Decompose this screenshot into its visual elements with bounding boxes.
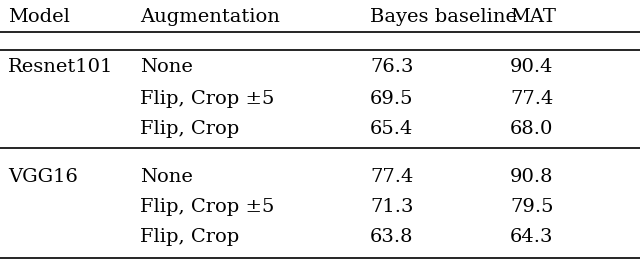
- Text: Flip, Crop: Flip, Crop: [140, 120, 239, 138]
- Text: None: None: [140, 58, 193, 76]
- Text: 63.8: 63.8: [370, 228, 413, 246]
- Text: 77.4: 77.4: [510, 90, 554, 108]
- Text: Model: Model: [8, 8, 70, 26]
- Text: 90.8: 90.8: [510, 168, 554, 186]
- Text: Flip, Crop: Flip, Crop: [140, 228, 239, 246]
- Text: 90.4: 90.4: [510, 58, 554, 76]
- Text: VGG16: VGG16: [8, 168, 78, 186]
- Text: 76.3: 76.3: [370, 58, 413, 76]
- Text: Augmentation: Augmentation: [140, 8, 280, 26]
- Text: 71.3: 71.3: [370, 198, 413, 216]
- Text: 64.3: 64.3: [510, 228, 554, 246]
- Text: Bayes baseline: Bayes baseline: [370, 8, 517, 26]
- Text: Flip, Crop ±5: Flip, Crop ±5: [140, 90, 275, 108]
- Text: Flip, Crop ±5: Flip, Crop ±5: [140, 198, 275, 216]
- Text: MAT: MAT: [510, 8, 556, 26]
- Text: 77.4: 77.4: [370, 168, 413, 186]
- Text: 68.0: 68.0: [510, 120, 554, 138]
- Text: 65.4: 65.4: [370, 120, 413, 138]
- Text: 69.5: 69.5: [370, 90, 413, 108]
- Text: None: None: [140, 168, 193, 186]
- Text: Resnet101: Resnet101: [8, 58, 113, 76]
- Text: 79.5: 79.5: [510, 198, 554, 216]
